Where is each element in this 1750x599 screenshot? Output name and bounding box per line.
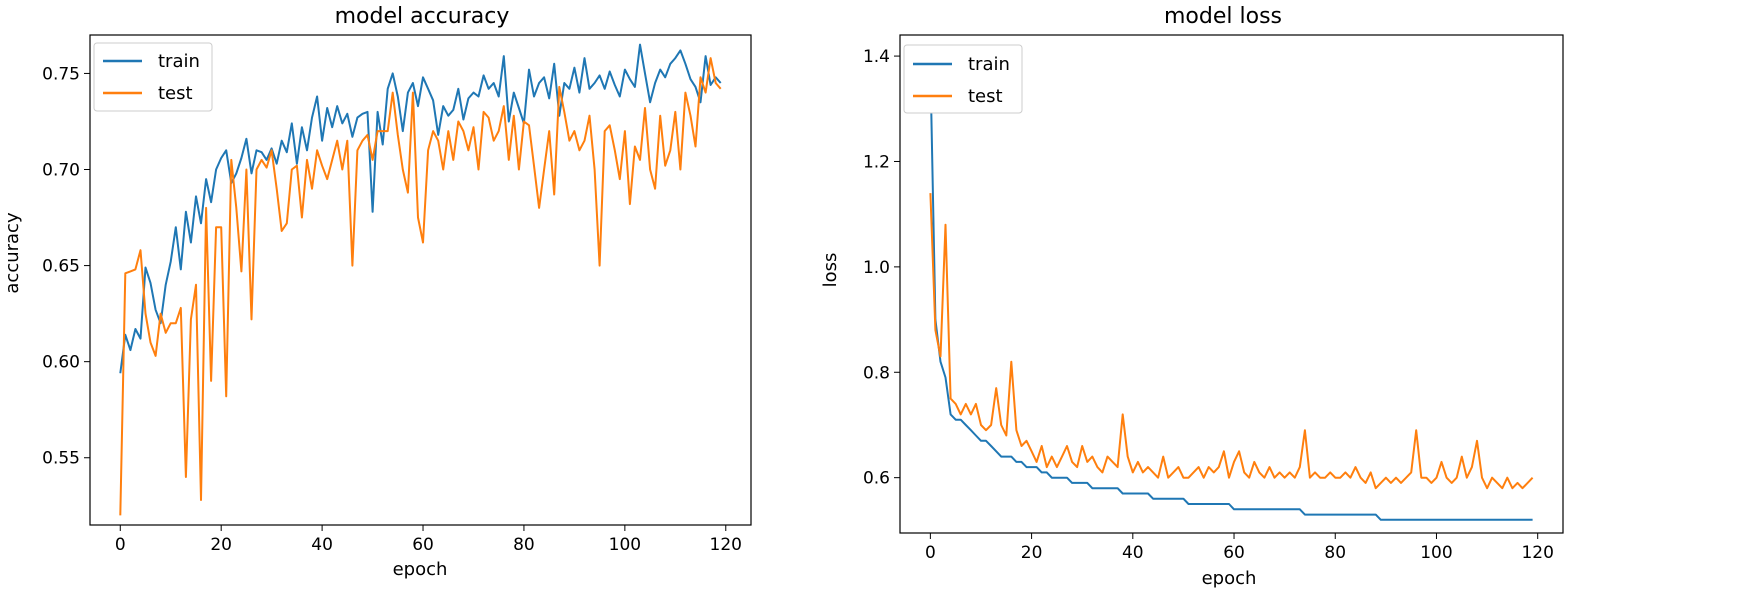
accuracy-y-tick-label: 0.75 (42, 64, 80, 84)
accuracy-y-axis-label: accuracy (2, 212, 23, 294)
accuracy-legend-train-label: train (158, 51, 200, 72)
loss-x-tick-label: 100 (1420, 543, 1452, 563)
loss-lines (929, 66, 1534, 521)
accuracy-ticks: 0 20 40 60 80 100 120 0.55 0.60 0.65 0.70 0.75 (42, 64, 742, 555)
accuracy-x-tick-label: 60 (412, 535, 434, 555)
loss-series-train-line (929, 66, 1533, 521)
accuracy-y-tick-label: 0.65 (42, 257, 80, 277)
accuracy-y-tick-label: 0.70 (42, 161, 80, 181)
accuracy-legend-test-label: test (158, 83, 193, 104)
loss-x-tick-label: 40 (1122, 543, 1144, 563)
loss-x-tick-label: 60 (1223, 543, 1245, 563)
accuracy-y-tick-label: 0.60 (42, 353, 80, 373)
accuracy-series-train-line (119, 43, 722, 374)
loss-y-tick-label: 1.0 (863, 258, 890, 278)
loss-x-tick-label: 80 (1324, 543, 1346, 563)
loss-plot-area: 0 20 40 60 80 100 120 0.6 0.8 1.0 1.2 1.4 (863, 34, 1564, 563)
accuracy-x-tick-label: 0 (115, 535, 126, 555)
loss-y-tick-label: 1.2 (863, 152, 890, 172)
accuracy-x-tick-label: 80 (513, 535, 535, 555)
loss-x-axis-label: epoch (1202, 568, 1257, 589)
loss-y-tick-label: 0.8 (863, 363, 890, 383)
loss-legend-train-label: train (968, 54, 1010, 75)
loss-y-axis-label: loss (820, 253, 841, 288)
loss-plot-frame (899, 34, 1564, 534)
accuracy-y-tick-label: 0.55 (42, 449, 80, 469)
loss-y-tick-label: 1.4 (863, 47, 890, 67)
accuracy-chart-title: model accuracy (335, 4, 510, 29)
accuracy-x-tick-label: 40 (311, 535, 333, 555)
loss-legend: train test (903, 44, 1023, 114)
accuracy-series-test-line (119, 57, 722, 516)
accuracy-lines (119, 43, 722, 516)
accuracy-plot-area: 0 20 40 60 80 100 120 0.55 0.60 0.65 0.70 0.75 (42, 34, 752, 555)
loss-series-test-line (929, 193, 1534, 490)
loss-legend-test-label: test (968, 86, 1003, 107)
loss-x-tick-label: 120 (1521, 543, 1553, 563)
accuracy-x-tick-label: 100 (609, 535, 641, 555)
accuracy-x-tick-label: 120 (710, 535, 742, 555)
accuracy-x-tick-label: 20 (210, 535, 232, 555)
loss-chart-title: model loss (1164, 4, 1282, 29)
loss-y-tick-label: 0.6 (863, 469, 890, 489)
loss-chart: model loss 0 20 40 60 80 100 120 0.6 0.8 1.0 1.2 1.… (820, 4, 1564, 589)
loss-x-tick-label: 20 (1021, 543, 1043, 563)
accuracy-chart: model accuracy 0 20 40 60 80 100 120 0.55 0.60 0.… (2, 4, 752, 580)
accuracy-x-axis-label: epoch (393, 559, 448, 580)
loss-x-tick-label: 0 (925, 543, 936, 563)
loss-ticks: 0 20 40 60 80 100 120 0.6 0.8 1.0 1.2 1.4 (863, 47, 1554, 563)
accuracy-legend: train test (93, 42, 213, 112)
